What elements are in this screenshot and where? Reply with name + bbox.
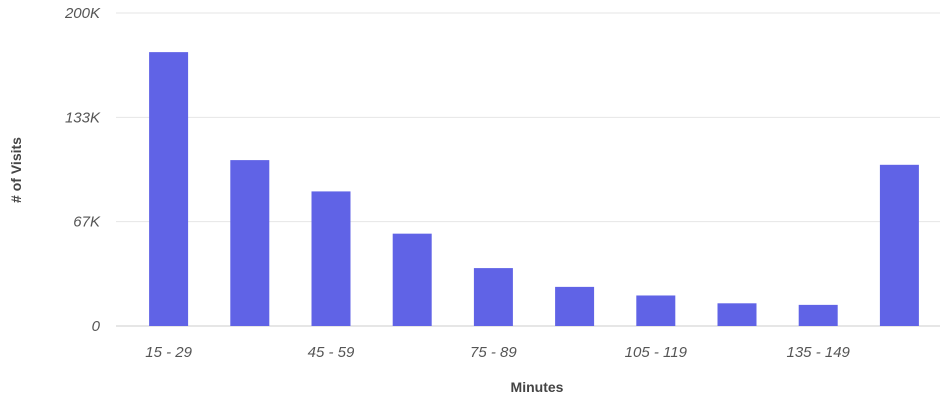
y-axis-ticks: 0 67K 133K 200K bbox=[64, 5, 101, 335]
y-axis-title: # of Visits bbox=[8, 137, 24, 203]
y-tick-label: 133K bbox=[65, 109, 101, 126]
bar[interactable] bbox=[392, 233, 432, 326]
y-tick-label: 0 bbox=[92, 318, 101, 335]
bar[interactable] bbox=[798, 304, 838, 326]
bar[interactable] bbox=[149, 52, 189, 326]
bar[interactable] bbox=[636, 295, 676, 326]
x-tick-label: 15 - 29 bbox=[145, 344, 192, 361]
bar[interactable] bbox=[879, 164, 919, 326]
x-axis-title: Minutes bbox=[511, 379, 564, 395]
bar[interactable] bbox=[311, 191, 351, 326]
x-tick-label: 105 - 119 bbox=[625, 344, 688, 361]
bars bbox=[149, 52, 919, 326]
x-tick-label: 75 - 89 bbox=[470, 344, 517, 361]
bar[interactable] bbox=[555, 286, 595, 326]
y-tick-label: 67K bbox=[73, 214, 101, 231]
bar[interactable] bbox=[230, 160, 270, 326]
y-tick-label: 200K bbox=[64, 5, 101, 22]
bar[interactable] bbox=[717, 303, 757, 326]
x-tick-label: 135 - 149 bbox=[787, 344, 851, 361]
x-axis-ticks: 15 - 29 45 - 59 75 - 89 105 - 119 135 - 149 bbox=[145, 344, 850, 361]
x-tick-label: 45 - 59 bbox=[308, 344, 355, 361]
bar[interactable] bbox=[473, 268, 513, 326]
